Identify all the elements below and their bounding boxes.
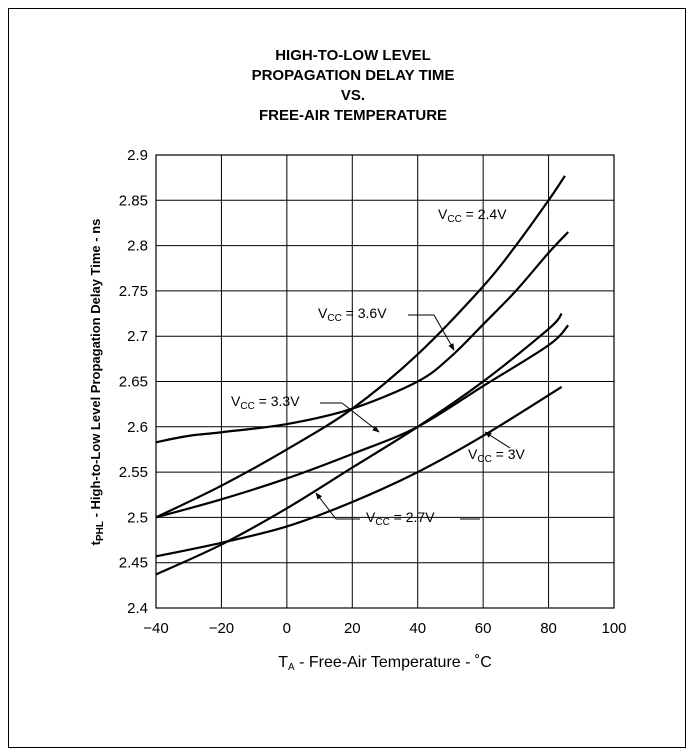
x-tick-label: 60: [475, 620, 492, 637]
y-tick-label: 2.85: [119, 192, 148, 209]
x-tick-label: 20: [344, 620, 361, 637]
y-tick-label: 2.5: [127, 509, 148, 526]
y-tick-label: 2.4: [127, 600, 148, 617]
y-tick-label: 2.55: [119, 464, 148, 481]
x-tick-label: 100: [601, 620, 626, 637]
leader-line: [341, 402, 380, 433]
series-line-3: [155, 312, 563, 576]
x-tick-label: 40: [409, 620, 426, 637]
title-line-4: FREE-AIR TEMPERATURE: [259, 107, 447, 124]
series-group: [155, 175, 570, 576]
title-line-1: HIGH-TO-LOW LEVEL: [275, 47, 431, 64]
y-tick-label: 2.7: [127, 328, 148, 345]
leader-line: [433, 314, 455, 351]
y-axis-label: tPHL - High-to-Low Level Propagation Del…: [88, 219, 106, 546]
y-tick-label: 2.65: [119, 374, 148, 391]
title-line-2: PROPAGATION DELAY TIME: [252, 67, 455, 84]
y-axis-ticks: 2.4 2.45 2.5 2.55 2.6 2.65 2.7 2.75 2.8 2.85 2.9: [119, 147, 148, 617]
y-tick-label: 2.9: [127, 147, 148, 164]
y-tick-label: 2.6: [127, 419, 148, 436]
series-label-1: VCC = 3.6V: [318, 305, 387, 324]
series-line-2: [155, 324, 570, 519]
annotations: VCC = 2.4V VCC = 3.6V VCC = 3.3V VCC = 2.7V…: [231, 206, 526, 528]
series-label-4: VCC = 3V: [468, 446, 526, 465]
x-axis-label: TA - Free-Air Temperature - ˚C: [278, 654, 492, 673]
chart: HIGH-TO-LOW LEVEL PROPAGATION DELAY TIME…: [88, 47, 627, 673]
y-tick-label: 2.8: [127, 238, 148, 255]
x-tick-label: 0: [283, 620, 291, 637]
series-line-1: [155, 231, 570, 444]
leader-line: [315, 492, 337, 520]
y-tick-label: 2.75: [119, 283, 148, 300]
grid: [156, 155, 614, 608]
x-axis-ticks: −40 −20 0 20 40 60 80 100: [143, 620, 626, 637]
x-tick-label: −40: [143, 620, 168, 637]
y-tick-label: 2.45: [119, 555, 148, 572]
series-label-2: VCC = 3.3V: [231, 393, 300, 412]
chart-title: HIGH-TO-LOW LEVEL PROPAGATION DELAY TIME…: [252, 47, 455, 124]
series-label-3: VCC = 2.7V: [366, 509, 435, 528]
series-line-0: [155, 175, 566, 519]
leader-line: [484, 431, 511, 449]
title-line-3: VS.: [341, 87, 365, 104]
series-line-4: [155, 386, 563, 558]
x-tick-label: 80: [540, 620, 557, 637]
series-label-0: VCC = 2.4V: [438, 206, 507, 225]
plot-area-border: [155, 154, 615, 609]
x-tick-label: −20: [209, 620, 234, 637]
